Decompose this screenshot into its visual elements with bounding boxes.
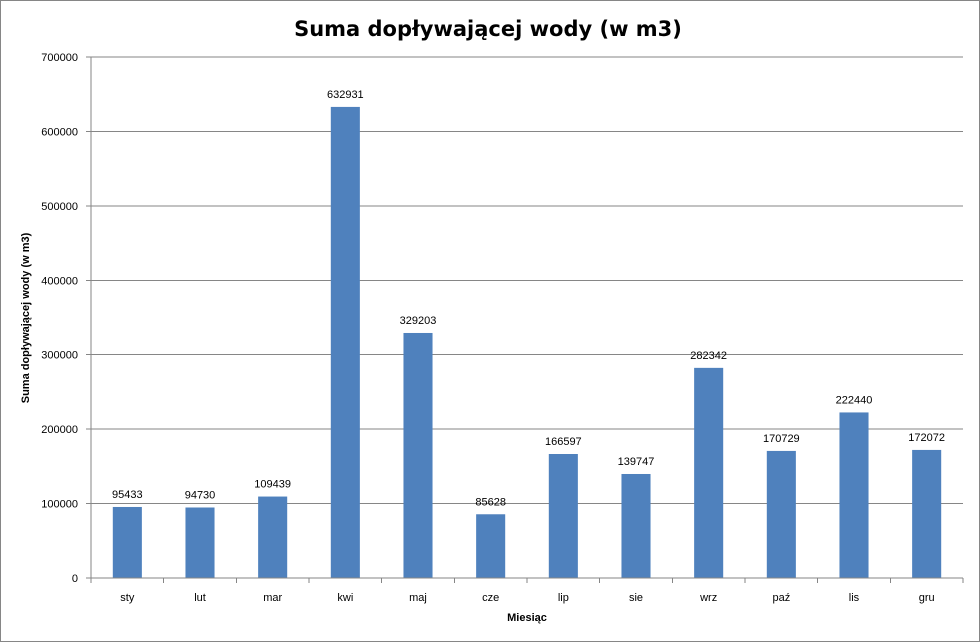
bar-lut (185, 507, 215, 578)
x-tick-label: paź (772, 592, 790, 604)
y-tick-label: 0 (72, 573, 78, 585)
bar-lis (839, 412, 869, 578)
bar-gru (912, 449, 942, 578)
bar-mar (258, 496, 288, 578)
bar-paź (766, 450, 796, 578)
data-label: 222440 (836, 394, 873, 406)
bar-sie (621, 473, 651, 578)
y-axis-ticks: 0 100000 200000 300000 400000 500000 600000 700… (41, 52, 91, 585)
axes (90, 57, 963, 579)
x-tick-label: mar (263, 592, 282, 604)
bar-sty (112, 506, 142, 578)
bar-maj (403, 332, 433, 578)
y-tick-label: 200000 (41, 424, 78, 436)
data-label: 329203 (400, 315, 437, 327)
data-label: 172072 (908, 432, 945, 444)
x-tick-label: maj (409, 592, 427, 604)
x-tick-label: cze (482, 592, 499, 604)
y-tick-label: 300000 (41, 350, 78, 362)
x-tick-label: kwi (337, 592, 353, 604)
x-tick-label: sty (120, 592, 135, 604)
data-label: 170729 (763, 433, 800, 445)
data-label: 139747 (618, 456, 655, 468)
bars (112, 106, 942, 579)
y-tick-label: 500000 (41, 201, 78, 213)
y-tick-label: 700000 (41, 52, 78, 64)
bar-wrz (694, 367, 724, 578)
x-tick-label: lip (558, 592, 569, 604)
x-tick-label: wrz (699, 592, 717, 604)
y-tick-label: 100000 (41, 499, 78, 511)
chart-title: Suma dopływającej wody (w m3) (294, 17, 682, 41)
x-axis-title: Miesiąc (507, 612, 547, 624)
data-label: 94730 (185, 489, 216, 501)
x-tick-label: gru (919, 592, 935, 604)
gridlines (91, 56, 963, 505)
data-label: 282342 (690, 350, 727, 362)
y-tick-label: 400000 (41, 275, 78, 287)
data-label: 109439 (254, 479, 291, 491)
data-label: 166597 (545, 436, 582, 448)
data-label: 95433 (112, 489, 143, 501)
x-axis-ticks: sty lut mar kwi maj cze lip sie wrz paź lis gru (90, 578, 964, 604)
y-axis-title: Suma dopływającej wody (w m3) (20, 232, 32, 403)
data-label: 85628 (475, 496, 506, 508)
bar-kwi (330, 106, 360, 579)
x-tick-label: sie (629, 592, 643, 604)
y-tick-label: 600000 (41, 126, 78, 138)
x-tick-label: lut (194, 592, 206, 604)
x-tick-label: lis (849, 592, 860, 604)
bar-lip (548, 454, 578, 578)
data-label: 632931 (327, 89, 364, 101)
data-labels: 95433 94730 109439 632931 329203 85628 166597 1… (112, 89, 945, 508)
bar-cze (476, 514, 506, 578)
